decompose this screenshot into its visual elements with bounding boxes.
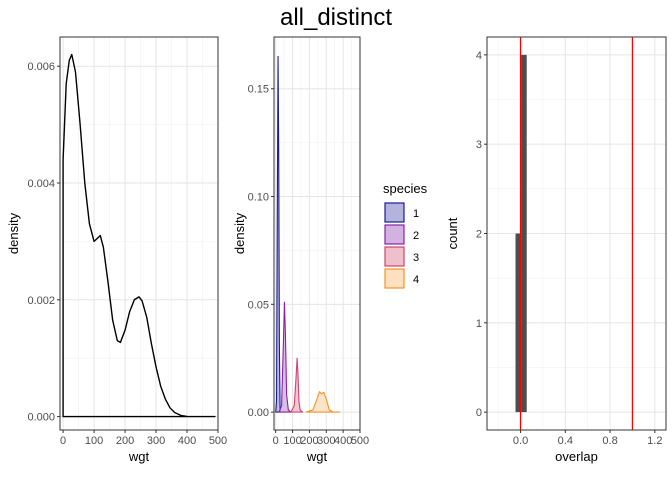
y-tick-label: 0.000 <box>27 412 55 424</box>
x-tick-label: 200 <box>116 435 134 447</box>
legend-label-3: 3 <box>413 252 419 264</box>
x-axis-label: overlap <box>555 449 598 464</box>
x-tick-label: 300 <box>317 435 335 447</box>
x-tick-label: 100 <box>283 435 301 447</box>
legend-swatch-4 <box>384 268 405 289</box>
histogram-bar <box>515 233 522 413</box>
x-tick-label: 0.8 <box>602 435 617 447</box>
legend-title: species <box>383 181 428 196</box>
x-tick-label: 0.0 <box>513 435 528 447</box>
y-tick-label: 1 <box>476 318 482 330</box>
panel-border <box>486 36 667 431</box>
y-tick-label: 0.05 <box>248 299 269 311</box>
y-tick-label: 4 <box>476 50 482 62</box>
x-tick-label: 0 <box>60 435 66 447</box>
y-tick-label: 0.10 <box>248 192 269 204</box>
y-tick-label: 0 <box>476 407 482 419</box>
y-tick-label: 0.006 <box>27 61 55 73</box>
histogram-bar <box>521 54 527 413</box>
panel-border <box>59 36 219 431</box>
density-area-species-3 <box>290 357 304 413</box>
panel-density-total: 0 100 200 300 400 500 0.000 0.002 0.004 0.006 wgt d… <box>6 36 227 464</box>
y-tick-label: 2 <box>476 229 482 241</box>
legend-label-1: 1 <box>413 208 419 220</box>
figure-title: all_distinct <box>280 4 392 31</box>
y-tick-label: 0.004 <box>27 178 55 190</box>
x-tick-label: 300 <box>147 435 165 447</box>
legend-swatch-2 <box>384 224 405 245</box>
legend-swatch-3 <box>384 246 405 267</box>
x-tick-label: 0 <box>273 435 279 447</box>
x-tick-label: 100 <box>85 435 103 447</box>
density-area-species-2 <box>278 301 292 413</box>
x-axis-label: wgt <box>306 449 328 464</box>
x-tick-label: 400 <box>334 435 352 447</box>
density-area-species-1 <box>275 55 282 413</box>
y-tick-label: 0.002 <box>27 295 55 307</box>
density-area-species-4 <box>305 391 341 413</box>
legend-label-2: 2 <box>413 230 419 242</box>
panel-overlap-histogram: 0.0 0.4 0.8 1.2 0 1 2 3 4 overlap count <box>445 36 667 464</box>
y-axis-label: density <box>6 212 21 254</box>
y-tick-label: 3 <box>476 139 482 151</box>
x-axis-label: wgt <box>128 449 150 464</box>
y-axis-label: density <box>232 212 247 254</box>
legend-swatch-1 <box>384 202 405 223</box>
x-tick-label: 400 <box>178 435 196 447</box>
species-legend: species 1 2 3 4 <box>383 181 428 289</box>
panel-border <box>273 36 361 431</box>
legend-label-4: 4 <box>413 274 419 286</box>
y-tick-label: 0.00 <box>248 407 269 419</box>
y-axis-label: count <box>445 217 460 249</box>
y-tick-label: 0.15 <box>248 84 269 96</box>
x-tick-label: 0.4 <box>558 435 573 447</box>
x-tick-label: 1.2 <box>647 435 662 447</box>
x-tick-label: 500 <box>209 435 227 447</box>
density-curve <box>62 53 216 418</box>
x-tick-label: 500 <box>351 435 369 447</box>
x-tick-label: 200 <box>300 435 318 447</box>
